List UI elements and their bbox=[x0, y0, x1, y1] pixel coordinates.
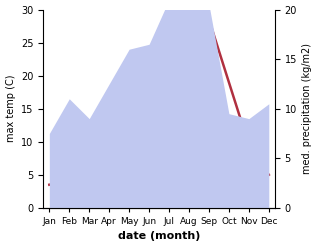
X-axis label: date (month): date (month) bbox=[118, 231, 200, 242]
Y-axis label: med. precipitation (kg/m2): med. precipitation (kg/m2) bbox=[302, 43, 313, 174]
Y-axis label: max temp (C): max temp (C) bbox=[5, 75, 16, 143]
